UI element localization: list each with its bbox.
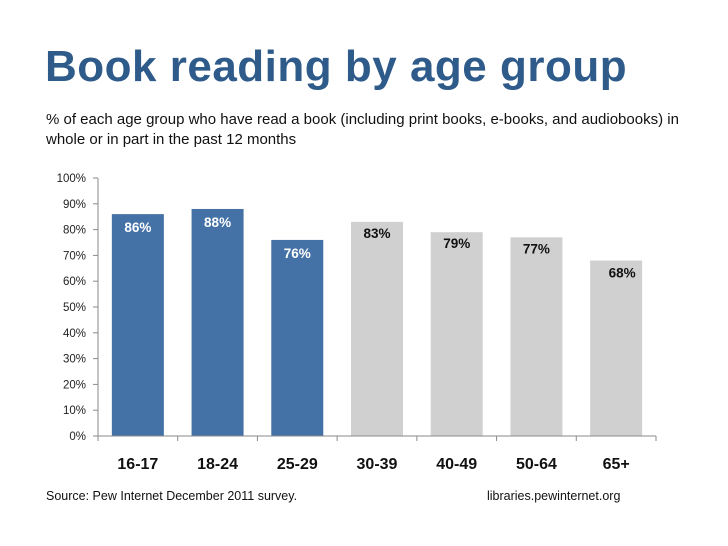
x-tick-label: 18-24 (197, 456, 238, 473)
y-tick-label: 20% (63, 379, 86, 391)
x-tick-label: 30-39 (357, 456, 398, 473)
bar-30-39 (351, 221, 403, 436)
bar-65+ (590, 260, 643, 436)
bar-18-24 (191, 208, 244, 436)
x-tick-label: 65+ (603, 456, 630, 473)
data-label-40-49: 79% (443, 236, 470, 251)
chart-subtitle: % of each age group who have read a book… (46, 111, 679, 148)
y-tick-label: 0% (69, 431, 86, 443)
bar-25-29 (271, 239, 324, 436)
data-label-65+: 68% (609, 266, 636, 281)
y-tick-label: 90% (63, 199, 86, 211)
data-label-18-24: 88% (204, 215, 231, 230)
source-note: Source: Pew Internet December 2011 surve… (46, 489, 298, 503)
x-tick-label: 25-29 (277, 456, 318, 473)
y-tick-label: 80% (63, 225, 86, 237)
y-tick-label: 50% (63, 302, 86, 314)
y-tick-label: 30% (63, 354, 86, 366)
y-tick-label: 60% (63, 276, 86, 288)
credit-url: libraries.pewinternet.org (487, 489, 621, 503)
data-label-16-17: 86% (124, 220, 151, 235)
x-tick-label: 40-49 (436, 456, 477, 473)
y-tick-label: 100% (57, 173, 86, 185)
data-label-50-64: 77% (523, 241, 550, 256)
data-label-30-39: 83% (363, 226, 390, 241)
y-tick-label: 70% (63, 250, 86, 262)
x-tick-label: 50-64 (516, 456, 557, 473)
x-tick-label: 16-17 (117, 456, 158, 473)
chart-title: Book reading by age group (45, 42, 628, 91)
bar-50-64 (510, 237, 563, 436)
y-tick-label: 40% (63, 328, 86, 340)
bar-40-49 (430, 232, 483, 436)
data-label-25-29: 76% (284, 246, 311, 261)
y-tick-label: 10% (63, 405, 86, 417)
bar-16-17 (111, 214, 164, 436)
